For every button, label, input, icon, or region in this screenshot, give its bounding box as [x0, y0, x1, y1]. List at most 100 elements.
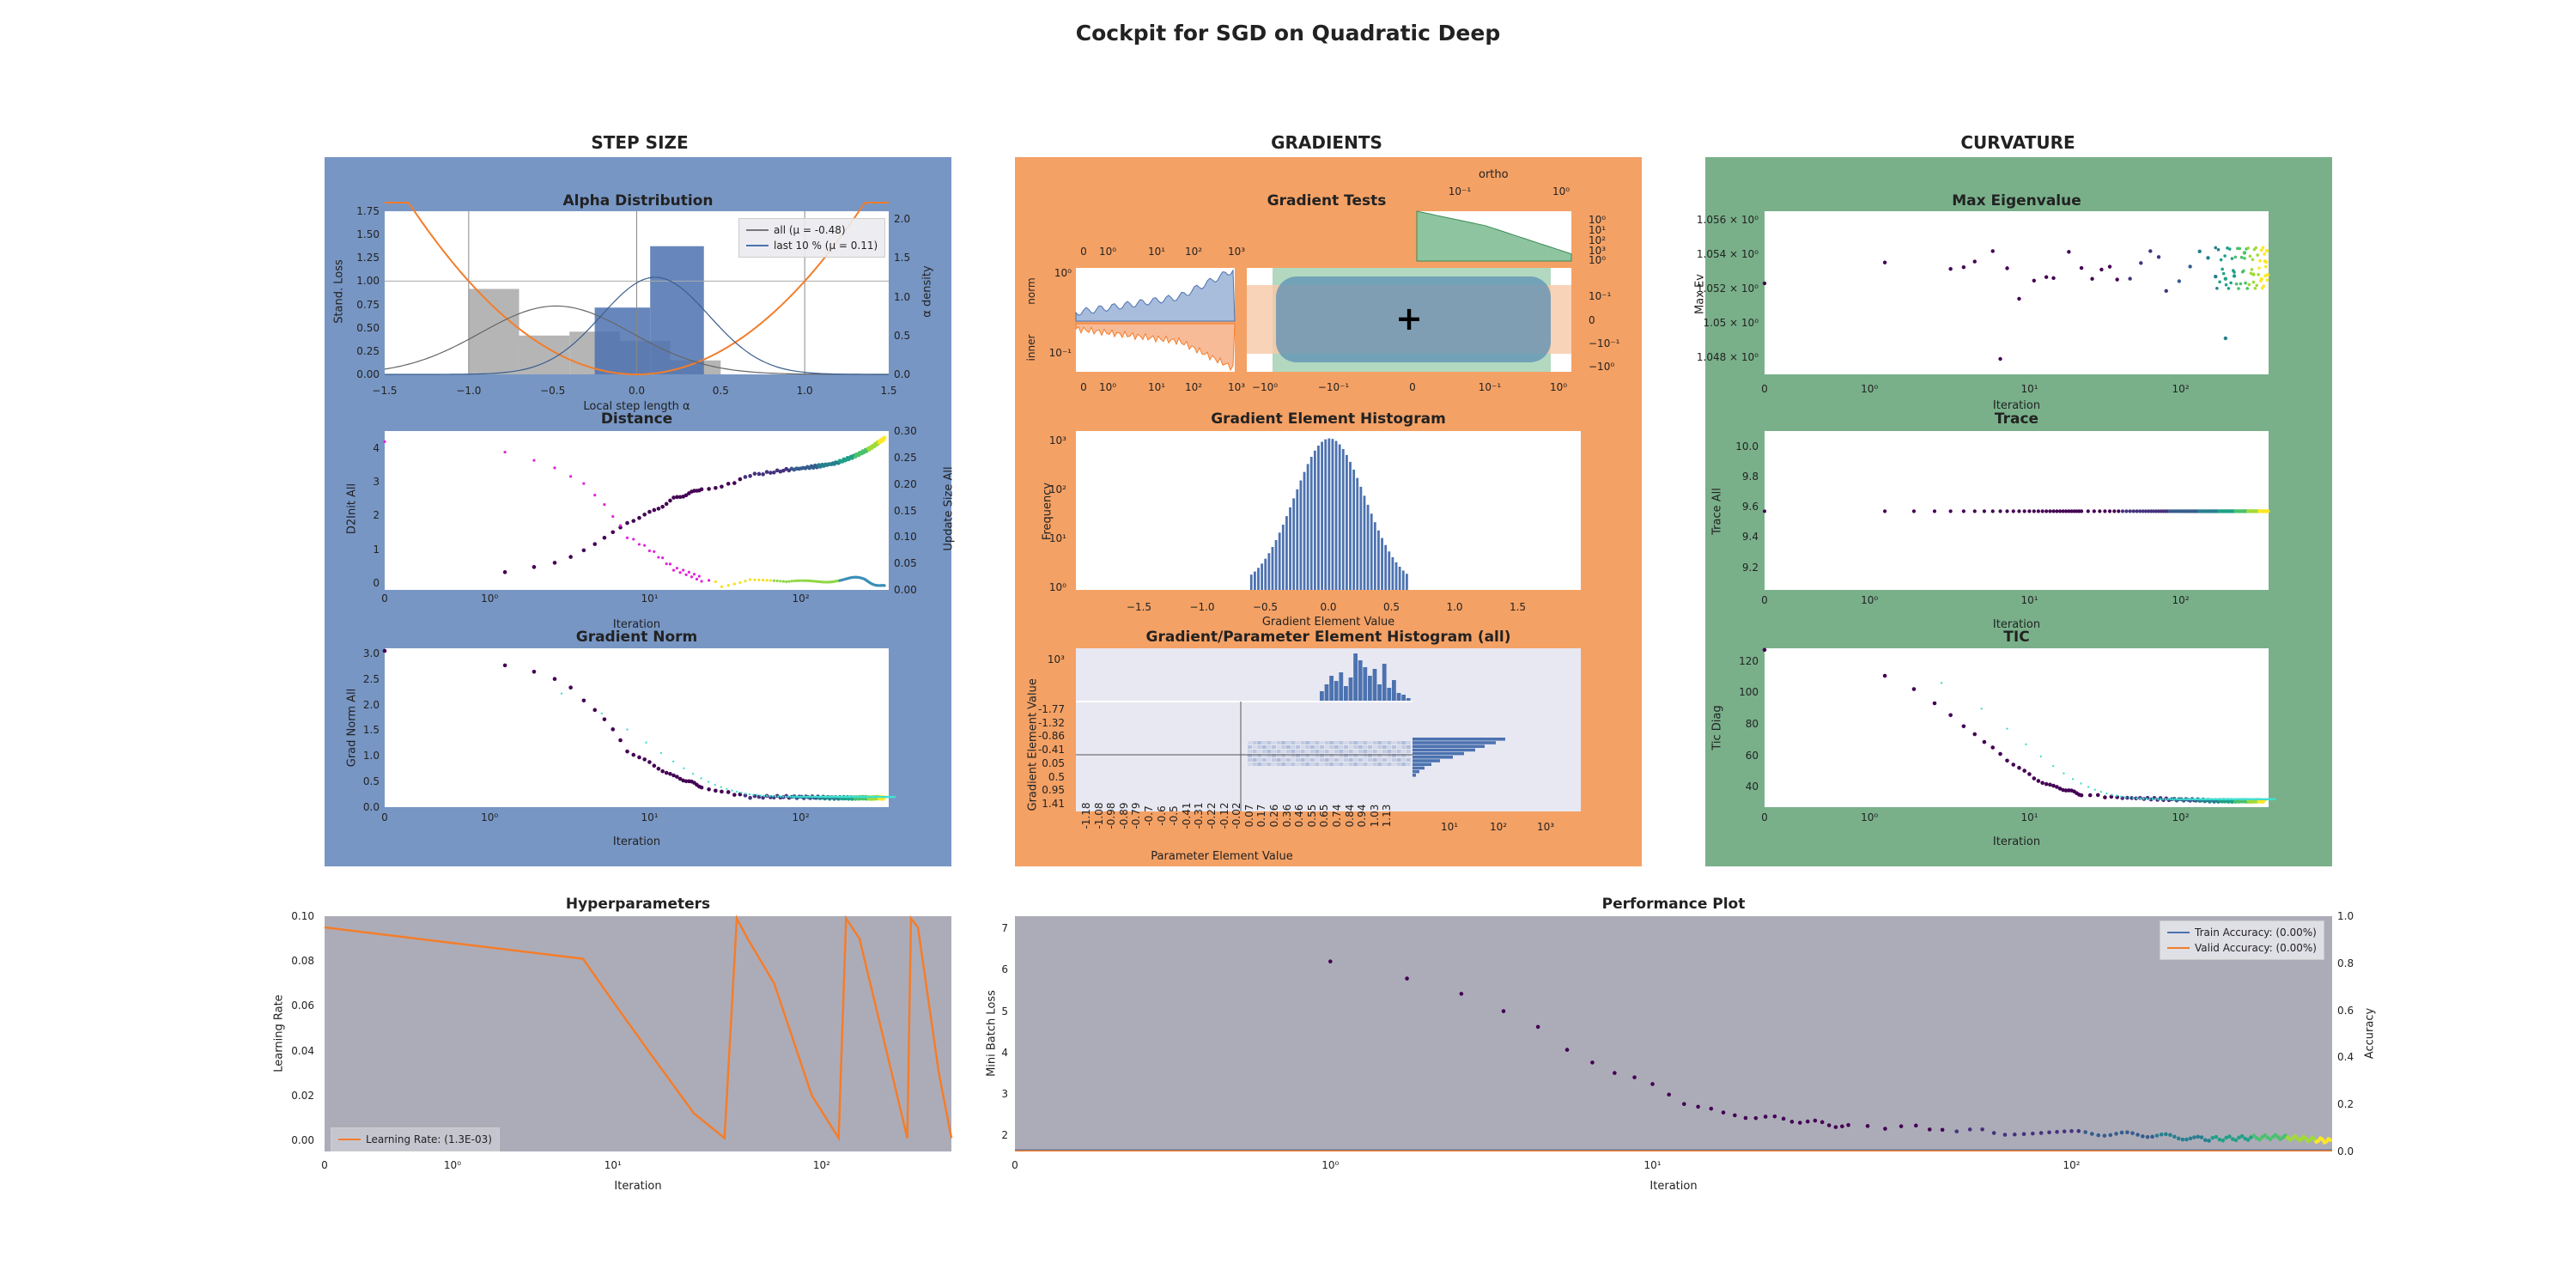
alpha-xtick: 0.5 — [712, 385, 729, 397]
perf-xtick: 10⁰ — [1321, 1159, 1340, 1171]
gph-cell — [1315, 762, 1320, 766]
dist-svg-pt — [720, 484, 724, 489]
maxev-dense-pt — [2226, 246, 2229, 250]
gphist-xtick: 0.26 — [1268, 804, 1280, 828]
trace-xtick: 10¹ — [2020, 594, 2038, 606]
alpha-legend: all (μ = -0.48) last 10 % (μ = 0.11) — [738, 218, 886, 258]
gph-cell — [1320, 750, 1324, 753]
gph-cell — [1291, 745, 1296, 749]
gph-cell — [1363, 750, 1368, 753]
perf-ytick: 7 — [1001, 922, 1008, 935]
loss-pt — [2159, 1132, 2164, 1137]
dist-svg-pt — [631, 519, 636, 523]
cockpit-title: Cockpit for SGD on Quadratic Deep — [1075, 21, 1501, 46]
tic-cyan-pt — [1940, 682, 1943, 684]
distance-xlabel: Iteration — [612, 618, 661, 631]
dist-update-pt — [637, 543, 641, 546]
dist-update-pt — [690, 575, 694, 579]
loss-pt — [2224, 1135, 2228, 1140]
maxev-dense-pt — [2215, 286, 2219, 290]
tic-cyan-pt — [2142, 797, 2145, 800]
gph-right-bar — [1413, 762, 1431, 766]
gradnorm-xtick: 0 — [381, 811, 388, 823]
trace-pt — [2048, 509, 2052, 513]
gph-cell — [1368, 758, 1372, 762]
gn-cyan-pt — [691, 772, 695, 775]
gn-cyan-pt — [735, 790, 738, 793]
gn-svg-pt — [677, 776, 683, 781]
gph-cell — [1276, 741, 1281, 744]
distance-plot — [383, 431, 889, 590]
geh-bar — [1296, 489, 1299, 590]
perf-y2label: Accuracy — [2363, 1007, 2377, 1060]
gehist-xtick: −1.0 — [1189, 601, 1215, 613]
tic-cyan-pt — [2157, 798, 2160, 800]
hyper-xlabel: Iteration — [614, 1180, 662, 1193]
tic-cyan-pt — [2039, 755, 2043, 758]
gradnorm-xtick: 10¹ — [641, 811, 659, 823]
dist-update-pt — [618, 524, 623, 527]
perf-legend: Train Accuracy: (0.00%) Valid Accuracy: … — [2160, 920, 2324, 960]
gph-cell — [1291, 750, 1296, 753]
trace-pt — [2032, 509, 2036, 513]
loss-pt — [2164, 1132, 2168, 1137]
gph-top-bar — [1387, 688, 1392, 702]
maxev-title: Max Eigenvalue — [1952, 192, 2081, 210]
tic-cyan-pt — [2197, 798, 2201, 801]
distance-xtick: 10⁰ — [481, 592, 499, 605]
loss-pt — [1820, 1120, 1825, 1125]
maxev-dense-pt — [2255, 283, 2259, 288]
loss-pt — [2002, 1133, 2008, 1137]
dist-update-pt — [665, 562, 668, 566]
dist-update-pt — [779, 580, 782, 583]
dist-update-pt — [582, 482, 586, 485]
gn-svg-pt — [568, 685, 573, 690]
gph-cell — [1368, 754, 1372, 757]
distance-y2tick: 0.20 — [894, 477, 917, 490]
tic-cyan-pt — [2164, 798, 2167, 800]
tic-title: TIC — [2003, 629, 2030, 646]
perf-y2tick: 0.8 — [2337, 957, 2354, 969]
trace-pt — [1990, 509, 1995, 513]
gph-cell — [1358, 754, 1363, 757]
maxev-pt — [1882, 260, 1887, 264]
gehist-xtick: 0.5 — [1382, 601, 1400, 613]
loss-pt — [2249, 1135, 2253, 1139]
gph-cell — [1392, 758, 1396, 762]
gph-cell — [1339, 750, 1344, 753]
maxev-dense-pt — [2264, 260, 2269, 264]
dist-svg-pt — [502, 570, 507, 574]
gph-cell — [1406, 750, 1411, 753]
maxev-dense-pt — [2262, 284, 2266, 288]
distance-title: Distance — [600, 410, 673, 428]
loss-pt — [2227, 1134, 2232, 1139]
dist-update-pt — [809, 579, 812, 583]
gph-right-bar — [1413, 759, 1440, 762]
loss-pt — [1590, 1060, 1595, 1065]
gehist-ytick: 10⁰ — [1048, 581, 1066, 594]
loss-pt — [1940, 1127, 1945, 1133]
gph-cell — [1368, 745, 1372, 749]
loss-pt — [2210, 1135, 2215, 1140]
loss-pt — [1535, 1024, 1540, 1030]
gph-cell — [1348, 741, 1353, 744]
gph-cell — [1382, 741, 1387, 744]
trace-pt — [1948, 509, 1953, 513]
loss-pt — [2031, 1131, 2035, 1136]
gph-cell — [1285, 745, 1291, 749]
dist-update-pt — [569, 475, 573, 478]
trace-pt — [2147, 509, 2151, 513]
trace-pt — [2112, 509, 2117, 513]
maxev-pt — [2251, 272, 2256, 276]
tic-svg-pt — [1882, 673, 1887, 678]
gph-cell — [1300, 762, 1305, 766]
gph-cell — [1300, 750, 1305, 753]
geh-bar — [1253, 571, 1256, 590]
trace-pt — [2051, 509, 2056, 513]
loss-pt — [2154, 1133, 2160, 1138]
gph-right-bar — [1413, 766, 1425, 770]
gph-cell — [1344, 762, 1348, 766]
gph-right-bar — [1413, 756, 1453, 759]
gn-cyan-pt — [821, 795, 823, 799]
maxev-dense-pt — [2223, 254, 2227, 258]
